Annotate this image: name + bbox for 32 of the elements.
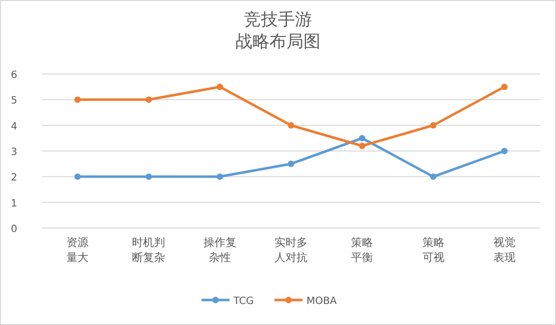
chart-subtitle: 战略布局图: [236, 32, 320, 52]
x-tick-label: 策略平衡: [351, 236, 374, 264]
y-tick-label: 6: [10, 70, 18, 81]
point: [430, 122, 436, 129]
x-tick-label: 资源量大: [66, 236, 89, 264]
y-tick-label: 3: [10, 147, 18, 158]
x-tick-label: 时机判断复杂: [132, 236, 166, 264]
x-tick-label: 操作复杂性: [203, 236, 236, 264]
point: [216, 84, 224, 90]
x-tick-label: 策略可视: [422, 236, 444, 264]
point: [288, 122, 294, 129]
point: [501, 84, 508, 90]
point: [216, 173, 224, 180]
point: [501, 148, 508, 154]
legend-label: MOBA: [306, 296, 337, 307]
legend-label: TCG: [232, 296, 254, 307]
point: [288, 160, 294, 168]
point: [146, 96, 152, 103]
y-tick-label: 1: [10, 198, 18, 210]
y-tick-label: 0: [10, 224, 18, 235]
y-tick-label: 2: [10, 172, 18, 184]
chart-title: 竞技手游: [244, 10, 312, 30]
point: [358, 134, 366, 142]
point: [74, 173, 81, 180]
y-tick-label: 4: [10, 121, 18, 132]
point: [430, 173, 436, 180]
point: [74, 96, 81, 103]
y-tick-label: 5: [10, 96, 18, 107]
point: [146, 173, 152, 180]
point: [358, 142, 366, 150]
x-tick-label: 视觉表现: [493, 236, 516, 264]
x-tick-label: 实时多人对抗: [274, 236, 308, 264]
